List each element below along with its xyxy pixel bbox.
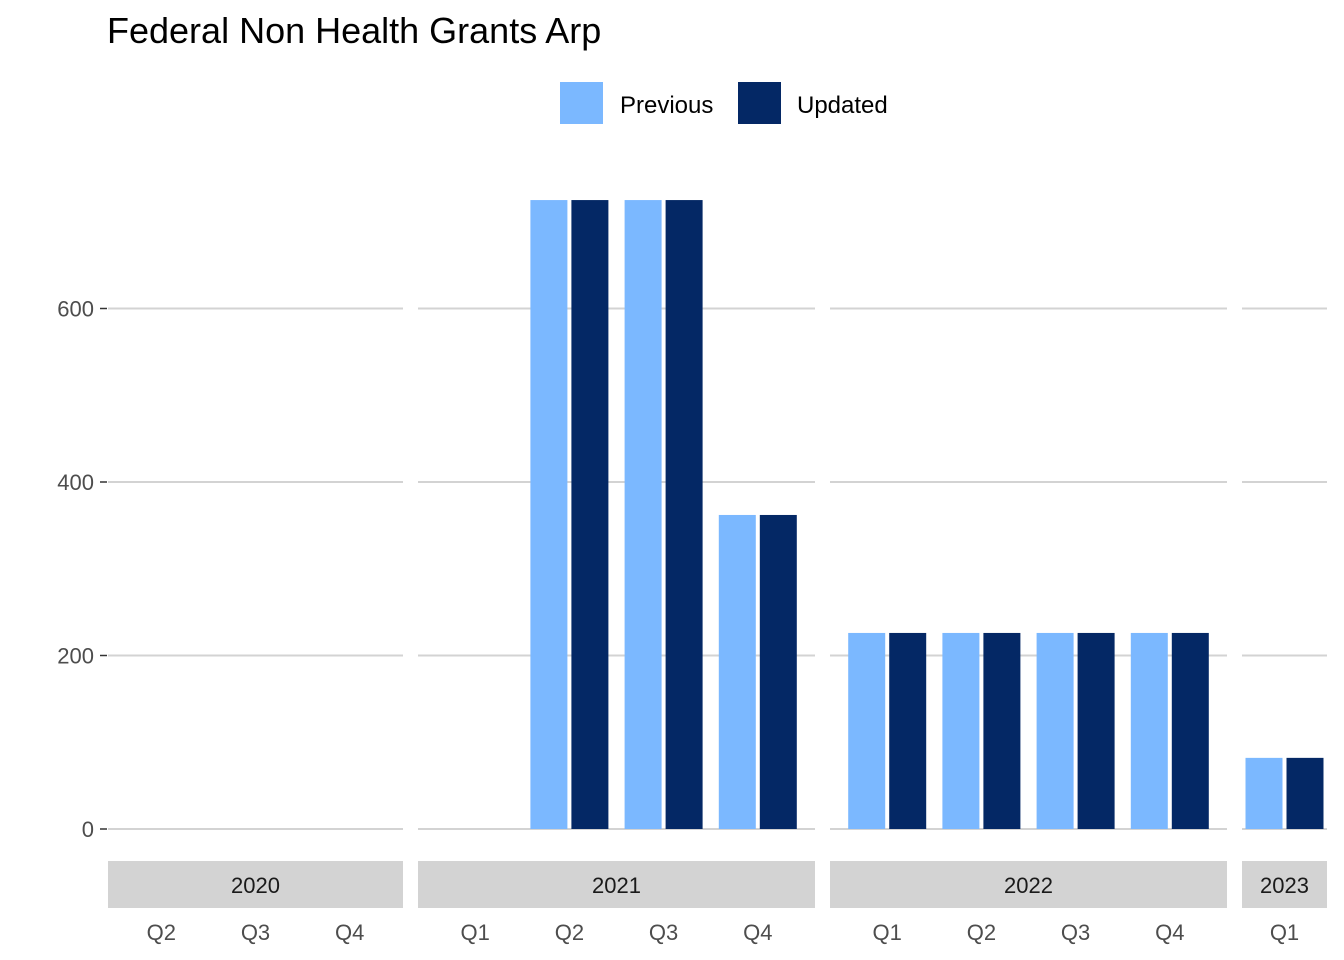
facet-strip-label: 2021 <box>592 873 641 898</box>
bar-updated-2022-q4 <box>1171 632 1209 829</box>
plot-area: 2020 Q2 Q3 Q4 2021 Q1 Q2 Q3 Q4 2022 Q1 Q2 Q3 Q4 2023 Q1 <box>108 200 1327 945</box>
bar-previous-2022-q1 <box>848 632 886 829</box>
legend-label-previous: Previous <box>620 92 713 119</box>
y-tick-label: 600 <box>57 297 94 322</box>
bar-updated-2021-q4 <box>759 514 797 829</box>
facet-strip-2022 <box>830 861 1227 908</box>
facet-strip-label: 2022 <box>1004 873 1053 898</box>
x-tick-label: Q4 <box>743 920 772 945</box>
x-tick-label: Q4 <box>335 920 364 945</box>
x-tick-label: Q2 <box>147 920 176 945</box>
facet-panel-2023: 2023 Q1 <box>1242 307 1327 945</box>
bar-previous-2023-q1 <box>1245 757 1283 829</box>
chart-title: Federal Non Health Grants Arp <box>107 10 601 51</box>
bar-previous-2022-q2 <box>942 632 980 829</box>
bar-updated-2021-q3 <box>665 200 703 829</box>
facet-strip-2021 <box>418 861 815 908</box>
legend: Previous Updated <box>560 82 888 124</box>
facet-strip-2023 <box>1242 861 1327 908</box>
x-tick-label: Q3 <box>1061 920 1090 945</box>
x-tick-label: Q2 <box>967 920 996 945</box>
bar-previous-2021-q2 <box>530 200 568 829</box>
x-tick-label: Q1 <box>461 920 490 945</box>
bar-updated-2022-q3 <box>1077 632 1115 829</box>
facet-strip-2020 <box>108 861 403 908</box>
y-tick-label: 200 <box>57 644 94 669</box>
x-tick-label: Q2 <box>555 920 584 945</box>
bar-updated-2022-q2 <box>983 632 1021 829</box>
x-tick-label: Q1 <box>873 920 902 945</box>
bar-previous-2022-q3 <box>1036 632 1074 829</box>
y-axis: 0 200 400 600 <box>57 297 107 842</box>
legend-swatch-updated <box>738 82 781 124</box>
legend-swatch-previous <box>560 82 603 124</box>
facet-panel-2020: 2020 Q2 Q3 Q4 <box>108 307 403 945</box>
facet-panel-2022: 2022 Q1 Q2 Q3 Q4 <box>830 307 1227 945</box>
bar-updated-2021-q2 <box>571 200 609 829</box>
x-tick-label: Q3 <box>241 920 270 945</box>
facet-strip-label: 2020 <box>231 873 280 898</box>
bar-updated-2023-q1 <box>1286 757 1324 829</box>
x-tick-label: Q1 <box>1270 920 1299 945</box>
facet-strip-label: 2023 <box>1260 873 1309 898</box>
x-tick-label: Q3 <box>649 920 678 945</box>
bar-previous-2021-q4 <box>718 514 756 829</box>
y-tick-label: 400 <box>57 470 94 495</box>
legend-label-updated: Updated <box>797 92 888 119</box>
bar-previous-2022-q4 <box>1130 632 1168 829</box>
bar-previous-2021-q3 <box>624 200 662 829</box>
x-tick-label: Q4 <box>1155 920 1184 945</box>
y-tick-label: 0 <box>82 817 94 842</box>
facet-panel-2021: 2021 Q1 Q2 Q3 Q4 <box>418 200 815 945</box>
bar-updated-2022-q1 <box>889 632 927 829</box>
